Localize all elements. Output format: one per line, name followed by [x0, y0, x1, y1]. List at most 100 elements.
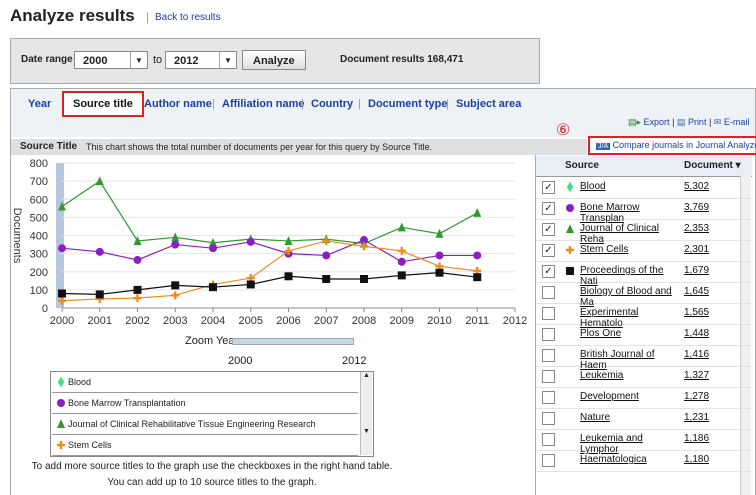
- document-count[interactable]: 2,353: [684, 223, 710, 234]
- marker: [360, 275, 368, 283]
- marker: [171, 291, 180, 300]
- legend-label: Bone Marrow Transplantation: [68, 398, 186, 408]
- document-count[interactable]: 1,231: [684, 412, 710, 423]
- back-link[interactable]: Back to results: [155, 12, 221, 23]
- marker: [133, 255, 142, 264]
- document-count[interactable]: 1,565: [684, 307, 710, 318]
- tab[interactable]: Subject area: [456, 98, 522, 110]
- checkbox[interactable]: ✓: [542, 181, 555, 194]
- checkbox[interactable]: [542, 307, 555, 320]
- email-link[interactable]: E-mail: [723, 117, 750, 127]
- analyze-button[interactable]: Analyze: [242, 50, 306, 70]
- checkbox[interactable]: [542, 454, 555, 467]
- export-link[interactable]: Export: [643, 117, 670, 127]
- checkbox[interactable]: ✓: [542, 202, 555, 215]
- table-row: Leukemia and Lymphor 1,186: [536, 429, 752, 455]
- source-name[interactable]: Development: [580, 391, 639, 402]
- source-name[interactable]: Biology of Blood and Ma: [580, 286, 672, 308]
- compare-box: J/A Compare journals in Journal Analyzer: [588, 136, 756, 155]
- document-count[interactable]: 5,302: [684, 181, 710, 192]
- checkbox[interactable]: [542, 328, 555, 341]
- marker: [58, 201, 66, 211]
- document-count[interactable]: 1,416: [684, 349, 710, 360]
- source-name[interactable]: Nature: [580, 412, 611, 423]
- y-tick-label: 600: [30, 194, 48, 206]
- header-source: Source: [565, 160, 599, 171]
- source-name[interactable]: Journal of Clinical Reha: [580, 223, 659, 245]
- callout-number: ⑥: [556, 122, 571, 139]
- checkbox[interactable]: [542, 412, 555, 425]
- print-link[interactable]: Print: [687, 117, 707, 127]
- document-count[interactable]: 1,645: [684, 286, 710, 297]
- marker: [435, 251, 444, 260]
- document-count[interactable]: 2,301: [684, 244, 710, 255]
- y-tick-label: 800: [30, 158, 48, 170]
- document-count[interactable]: 1,186: [684, 433, 710, 444]
- document-count[interactable]: 1,679: [684, 265, 710, 276]
- y-tick-label: 500: [30, 212, 48, 224]
- source-name[interactable]: Leukemia: [580, 370, 624, 381]
- series-line: [61, 180, 478, 245]
- marker: [171, 240, 180, 249]
- marker: [58, 296, 66, 305]
- document-count[interactable]: 1,327: [684, 370, 710, 381]
- document-count[interactable]: 3,769: [684, 202, 710, 213]
- legend-box: [50, 371, 374, 457]
- header-document: Document ▾: [684, 160, 741, 171]
- section-description: This chart shows the total number of doc…: [86, 142, 433, 152]
- y-tick-label: 400: [30, 231, 48, 243]
- checkbox[interactable]: [542, 286, 555, 299]
- marker: [397, 246, 406, 255]
- table-header: [536, 156, 752, 177]
- marker: [209, 237, 217, 247]
- source-name[interactable]: Leukemia and Lymphor: [580, 433, 643, 455]
- series-line: [61, 239, 478, 263]
- marker: [360, 236, 368, 245]
- document-count[interactable]: 1,278: [684, 391, 710, 402]
- checkbox[interactable]: [542, 391, 555, 404]
- source-name[interactable]: Haematologica: [580, 454, 647, 465]
- source-name[interactable]: Stem Cells: [580, 244, 629, 255]
- y-tick-label: 700: [30, 176, 48, 188]
- to-select[interactable]: 2012 ▼: [165, 51, 237, 69]
- tab[interactable]: Author name: [144, 98, 212, 110]
- marker: [171, 232, 180, 242]
- legend-icon: [57, 399, 65, 407]
- zoom-slider[interactable]: [232, 338, 354, 345]
- table-scrollbar[interactable]: [740, 176, 751, 495]
- marker: [566, 267, 574, 275]
- section-title: Source Title: [20, 141, 78, 152]
- document-count[interactable]: 1,180: [684, 454, 710, 465]
- checkbox[interactable]: [542, 349, 555, 362]
- from-select[interactable]: 2000 ▼: [74, 51, 148, 69]
- source-name[interactable]: Plos One: [580, 328, 622, 339]
- marker: [95, 290, 104, 299]
- tab[interactable]: Year: [28, 98, 52, 110]
- x-tick-label: 2008: [352, 315, 376, 327]
- checkbox[interactable]: ✓: [542, 265, 555, 278]
- tab[interactable]: Affiliation name: [222, 98, 305, 110]
- tab[interactable]: Country: [311, 98, 354, 110]
- compare-link[interactable]: Compare journals in Journal Analyzer: [612, 140, 756, 150]
- checkbox[interactable]: ✓: [542, 244, 555, 257]
- legend-scrollbar[interactable]: ▲ ▼: [360, 372, 372, 455]
- marker: [133, 285, 142, 294]
- tab-separator: |: [446, 98, 449, 110]
- checkbox[interactable]: ✓: [542, 223, 555, 236]
- source-name[interactable]: Blood: [580, 181, 606, 192]
- tab[interactable]: Document type: [368, 98, 448, 110]
- checkbox[interactable]: [542, 370, 555, 383]
- checkbox[interactable]: [542, 433, 555, 446]
- x-tick-label: 2002: [125, 315, 149, 327]
- source-name[interactable]: Bone Marrow Transplan: [580, 202, 640, 224]
- tab[interactable]: Source title: [62, 91, 144, 117]
- legend-entry: Bone Marrow Transplantation: [52, 393, 358, 414]
- legend-entry: Stem Cells: [52, 435, 358, 456]
- source-name[interactable]: Proceedings of the Nati: [580, 265, 664, 287]
- document-count[interactable]: 1,448: [684, 328, 710, 339]
- source-name[interactable]: British Journal of Haem: [580, 349, 655, 371]
- table-row: ✓ Bone Marrow Transplan 3,769: [536, 198, 752, 224]
- table-row: Experimental Hematolo 1,565: [536, 303, 752, 329]
- table-row: Development 1,278: [536, 387, 752, 409]
- source-name[interactable]: Experimental Hematolo: [580, 307, 639, 329]
